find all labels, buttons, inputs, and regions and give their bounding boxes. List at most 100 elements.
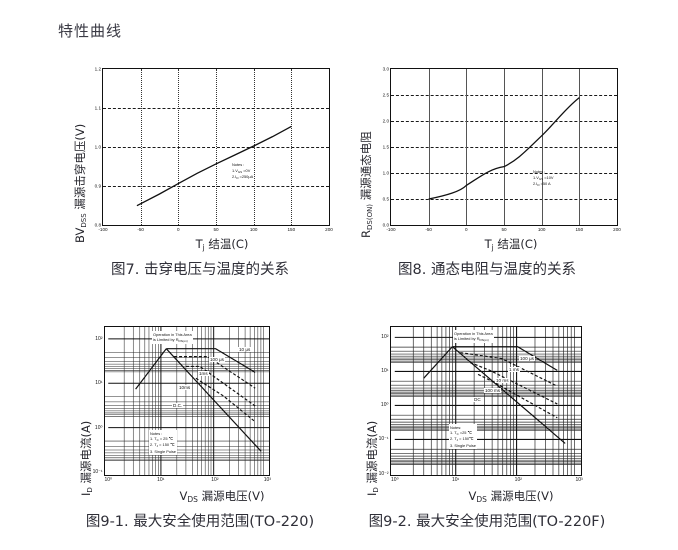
figure-9-2-xtick: 10³	[575, 476, 583, 483]
gridline-vertical	[291, 69, 293, 225]
figure-9-2-xtick: 10⁰	[391, 476, 399, 483]
page-title: 特性曲线	[58, 22, 123, 40]
notes-title: Notes :	[232, 162, 245, 167]
gridline-vertical	[140, 69, 142, 225]
gridline-vertical	[504, 69, 505, 225]
figure-7-xtick: 50	[213, 227, 219, 232]
x-axis-label-sub: DS	[187, 495, 198, 504]
figure-9-1-xtick: 10⁰	[104, 476, 113, 483]
figure-9-2-y-axis-label: ID 漏源电流(A)	[364, 421, 380, 496]
figure-9-1-ytick: 10⁻¹	[92, 469, 103, 476]
gridline-vertical	[428, 69, 430, 225]
figure-9-2-x-axis-label: VDS 漏源电压(V)	[366, 488, 656, 504]
annotation-line-2: is Limited by RDS(on)	[454, 336, 489, 343]
figure-9-1-curve-label-10ms: 10ms	[178, 385, 192, 390]
x-axis-label-sub: DS	[476, 495, 487, 504]
figure-8-xtick: 150	[575, 227, 584, 232]
gridline-vertical	[253, 69, 255, 225]
figure-7-caption: 图7. 击穿电压与温度的关系	[111, 262, 289, 278]
figure-9-1-y-axis-label: ID 漏源电流(A)	[78, 421, 94, 496]
figure-9-2: ID 漏源电流(A) 10² 10¹ 10⁰ 10⁻¹ 10⁻² 10⁰ 10¹…	[342, 318, 632, 543]
figure-7-ytick: 1.0	[94, 144, 101, 150]
figure-8-ytick: 1.0	[382, 170, 389, 176]
figure-9-2-curve-label-100ms: 100 ms	[484, 388, 502, 393]
x-axis-label-rest: 结温(C)	[204, 237, 249, 251]
figure-9-1: ID 漏源电流(A) 10² 10¹ 10⁰ 10⁻¹ 10⁰ 10¹ 10² …	[58, 318, 342, 543]
figure-9-1-curve-label-10us: 10 μs	[238, 347, 252, 352]
y-axis-label-sub: DS(ON)	[366, 203, 374, 230]
figure-8-xtick: 100	[537, 227, 546, 232]
figure-8-ytick: 2.5	[382, 92, 389, 98]
figure-9-2-xtick: 10¹	[451, 476, 460, 483]
figure-8-ytick: 1.5	[382, 144, 389, 150]
figure-9-1-curve-label-dc: D.C.	[172, 403, 184, 408]
x-axis-label-main: V	[468, 489, 477, 503]
x-axis-label-rest: 漏源电压(V)	[486, 489, 554, 503]
y-axis-label-sub: DSS	[80, 213, 88, 228]
gridline-vertical	[216, 69, 217, 225]
notes-line-2: 2. TJ = 150℃	[450, 436, 474, 443]
y-axis-label-rest: 漏源电流(A)	[79, 420, 93, 488]
figure-9-1-annotation: Operation in This Area is Limited by RDS…	[152, 331, 193, 344]
x-axis-label-main: T	[484, 237, 492, 251]
y-axis-label-rest: 漏源电流(A)	[365, 420, 379, 488]
figure-7: BVDSS 漏源击穿电压(V) 1.2 1.1 1.0 0.9 0.8 -100…	[58, 58, 342, 288]
gridline-vertical	[579, 69, 581, 225]
figure-9-1-caption: 图9-1. 最大安全使用范围(TO-220)	[85, 514, 315, 530]
figure-9-2-ytick: 10¹	[381, 368, 389, 375]
figure-8-notes: Notes : 1.VGS =10V 2.ID =50 A	[533, 169, 553, 188]
figure-8-xtick: -100	[386, 227, 396, 232]
notes-title: Notes:	[450, 424, 462, 430]
figure-8-xtick: -50	[425, 227, 432, 232]
figure-7-xtick: 0	[177, 227, 180, 232]
figure-8-xtick: 0	[465, 227, 468, 232]
notes-line-1: 1. TC = 25 ℃	[150, 436, 173, 443]
figure-7-notes: Notes : 1.VGS =0V 2.ID =250μA	[232, 162, 253, 181]
figure-9-2-curve-label-1ms: 1 ms	[508, 367, 520, 372]
gridline-vertical	[466, 69, 468, 225]
figure-8-ytick: 0.5	[382, 196, 389, 202]
figure-9-2-xtick: 10²	[514, 476, 522, 483]
figure-9-2-notes: Notes: 1. TC =25 ℃ 2. TJ = 150℃ 3. Singl…	[449, 424, 477, 449]
figure-9-2-curve-label-100us: 100 μs	[519, 356, 535, 361]
figure-9-2-caption: 图9-2. 最大安全使用范围(TO-220F)	[368, 514, 606, 530]
figure-7-x-axis-label: Tj 结温(C)	[80, 236, 364, 252]
x-axis-label-rest: 漏源电压(V)	[197, 489, 265, 503]
notes-line-3: 3. Single Pulse	[450, 442, 476, 448]
x-axis-label-rest: 结温(C)	[493, 237, 538, 251]
notes-line-2: 2.ID =250μA	[232, 174, 254, 181]
x-axis-label-main: V	[179, 489, 188, 503]
notes-line-3: 3. Single Pulse	[150, 448, 176, 454]
x-axis-label-sub: j	[491, 243, 494, 252]
figure-9-1-xtick: 10³	[263, 476, 271, 483]
y-axis-label-rest: 漏源击穿电压(V)	[73, 123, 87, 214]
figure-7-ytick: 1.1	[94, 105, 101, 111]
figure-7-data-series	[136, 125, 292, 207]
notes-line-2: 2. TJ = 150 ℃	[150, 442, 175, 449]
figure-8-ytick: 0.0	[382, 222, 389, 228]
figure-8-xtick: 200	[613, 227, 621, 232]
figure-7-y-axis-label: BVDSS 漏源击穿电压(V)	[72, 124, 88, 243]
notes-title: Notes :	[150, 430, 163, 436]
notes-line-2: 2.ID =50 A	[533, 181, 551, 188]
figure-8-data-series	[428, 97, 580, 200]
figure-9-2-plot-area: 10² 10¹ 10⁰ 10⁻¹ 10⁻² 10⁰ 10¹ 10² 10³	[379, 326, 583, 483]
annotation-line-2: is Limited by RDS(on)	[153, 337, 188, 344]
figure-9-2-ytick: 10⁻²	[378, 470, 389, 477]
figure-8-plot-area: 3.0 2.5 2.0 1.5 1.0 0.5 0.0 -100 -50 0 5…	[383, 67, 621, 233]
figure-8-y-axis-label: RDS(ON) 漏源通态电阻	[358, 131, 374, 238]
figure-9-2-curve-label-dc: DC	[473, 397, 482, 402]
figure-7-xtick: 150	[287, 227, 296, 232]
annotation-line-1: Operation in This Area	[454, 330, 493, 336]
notes-title: Notes :	[533, 169, 546, 174]
figure-8-xtick: 50	[501, 227, 507, 232]
figure-8-x-axis-label: Tj 结温(C)	[366, 236, 656, 252]
figure-9-1-xtick: 10²	[211, 476, 219, 483]
figure-9-1-curve-label-1ms: 1ms	[198, 371, 209, 376]
figure-9-2-ytick: 10⁰	[380, 402, 389, 409]
figure-9-2-ytick: 10⁻¹	[378, 436, 389, 443]
y-axis-label-rest: 漏源通态电阻	[359, 131, 373, 204]
figure-9-2-curve-label-10ms: 10 ms	[495, 378, 510, 383]
figure-7-xtick: 200	[325, 227, 333, 232]
figure-8-ytick: 2.0	[382, 118, 389, 124]
